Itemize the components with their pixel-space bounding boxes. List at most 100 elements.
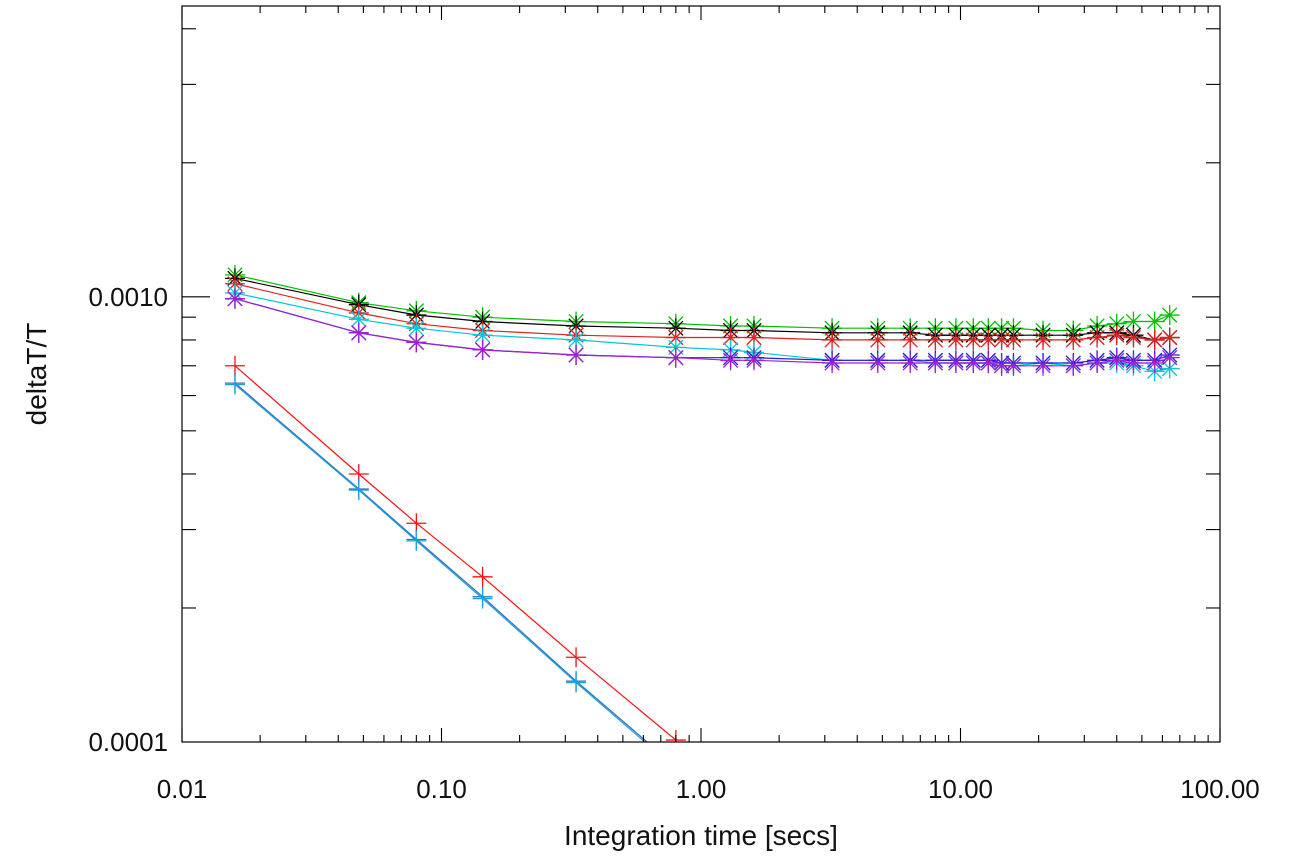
marker-stroke	[1035, 332, 1051, 348]
marker-stroke	[870, 355, 886, 371]
marker-stroke	[980, 355, 996, 371]
marker-stroke	[824, 355, 840, 371]
series-5	[224, 288, 1180, 376]
data-point	[224, 374, 245, 395]
data-point	[900, 329, 921, 350]
data-point	[978, 353, 999, 374]
x-tick-label: 10.00	[928, 774, 993, 804]
marker-stroke	[1162, 360, 1178, 377]
marker-stroke	[1005, 358, 1022, 374]
marker-stroke	[1146, 355, 1163, 371]
series-3	[224, 282, 1180, 382]
data-point	[1106, 350, 1127, 371]
marker-stroke	[1146, 313, 1163, 330]
data-point	[822, 353, 843, 374]
marker-stroke	[351, 325, 367, 341]
data-point	[1144, 329, 1165, 350]
data-point	[867, 329, 888, 350]
data-point	[472, 566, 493, 587]
marker-stroke	[568, 332, 584, 348]
x-tick-label: 1.00	[676, 774, 727, 804]
series-2	[224, 273, 1180, 350]
y-tick-label: 0.0010	[88, 282, 168, 312]
series-line	[234, 298, 1170, 364]
data-point	[1159, 327, 1180, 348]
x-tick-label: 0.01	[157, 774, 208, 804]
data-point	[1106, 325, 1127, 346]
data-point	[1087, 327, 1108, 348]
marker-stroke	[722, 329, 739, 346]
marker-stroke	[902, 355, 918, 371]
series-6	[224, 355, 686, 742]
axes-layer: 0.01 0.10 1.00 10.00 100.00 0.0001 0.0010	[88, 5, 1260, 804]
series-line	[234, 365, 677, 741]
marker-stroke	[568, 347, 584, 363]
data-point	[1063, 355, 1084, 376]
marker-stroke	[1162, 349, 1178, 366]
data-point	[406, 530, 427, 551]
marker-stroke	[227, 291, 243, 307]
marker-stroke	[948, 332, 964, 348]
data-point	[1033, 329, 1054, 350]
marker-stroke	[474, 342, 491, 358]
marker-stroke	[1162, 307, 1178, 323]
marker-stroke	[722, 352, 739, 368]
data-point	[743, 350, 764, 371]
x-axis-title: Integration time [secs]	[564, 820, 838, 851]
data-point	[348, 480, 369, 501]
data-point	[566, 345, 587, 366]
data-point	[472, 588, 493, 609]
marker-stroke	[1162, 329, 1178, 346]
data-point	[1123, 327, 1144, 348]
series-line	[234, 298, 1170, 367]
data-point	[1003, 355, 1024, 376]
marker-stroke	[746, 352, 762, 368]
data-point	[566, 329, 587, 350]
data-point	[1144, 311, 1165, 332]
data-point	[566, 647, 587, 668]
marker-stroke	[1109, 327, 1125, 343]
data-point	[925, 329, 946, 350]
data-point	[1033, 355, 1054, 376]
data-point	[1159, 347, 1180, 368]
data-point	[900, 353, 921, 374]
marker-stroke	[1146, 332, 1163, 348]
series-line	[234, 384, 646, 742]
marker-stroke	[980, 332, 996, 348]
y-tick-label: 0.0001	[88, 727, 168, 757]
series-line	[234, 382, 649, 742]
data-point	[472, 339, 493, 360]
marker-stroke	[1089, 355, 1105, 371]
plot-frame	[181, 5, 1221, 743]
marker-stroke	[902, 332, 918, 348]
data-point	[945, 353, 966, 374]
data-point	[1003, 329, 1024, 350]
marker-stroke	[965, 355, 981, 371]
marker-stroke	[927, 355, 944, 371]
marker-stroke	[993, 332, 1010, 348]
labels-layer: Integration time [secs] deltaT/T	[21, 323, 838, 851]
series-line	[234, 277, 1170, 341]
marker-stroke	[474, 327, 491, 343]
data-point	[1144, 353, 1165, 374]
marker-stroke	[408, 334, 425, 351]
series-layer	[224, 264, 1180, 742]
data-point	[1063, 329, 1084, 350]
marker-stroke	[1089, 329, 1105, 346]
data-point	[867, 353, 888, 374]
data-point	[1123, 353, 1144, 374]
series-8	[224, 374, 646, 742]
data-point	[224, 288, 245, 309]
data-point	[224, 355, 245, 376]
marker-stroke	[1005, 332, 1022, 348]
data-point	[822, 329, 843, 350]
x-tick-label: 0.10	[416, 774, 467, 804]
data-point	[991, 355, 1012, 376]
marker-stroke	[1065, 332, 1081, 348]
data-point	[945, 329, 966, 350]
marker-stroke	[1065, 358, 1081, 374]
marker-stroke	[993, 358, 1010, 374]
data-point	[720, 350, 741, 371]
marker-stroke	[965, 332, 981, 348]
